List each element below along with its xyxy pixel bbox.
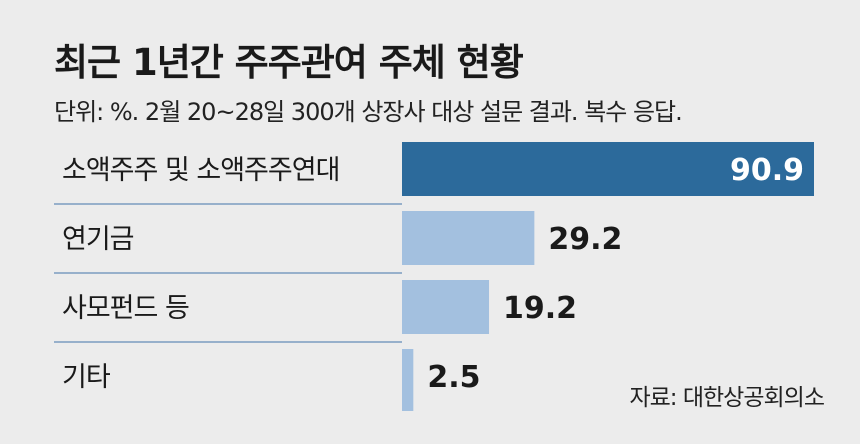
value-label-2: 19.2 — [503, 291, 577, 326]
value-label-0: 90.9 — [730, 153, 804, 188]
bar-1 — [402, 211, 535, 265]
chart-title: 최근 1년간 주주관여 주체 현황 — [54, 41, 524, 84]
source-note: 자료: 대한상공회의소 — [629, 385, 825, 411]
bar-2 — [402, 280, 490, 334]
bar-3 — [402, 349, 414, 411]
chart-subtitle: 단위: %. 2월 20~28일 300개 상장사 대상 설문 결과. 복수 응… — [54, 98, 683, 126]
category-label-2: 사모펀드 등 — [62, 293, 189, 324]
value-label-3: 2.5 — [427, 360, 480, 395]
category-label-1: 연기금 — [62, 224, 134, 255]
bar-0 — [402, 142, 814, 196]
category-label-0: 소액주주 및 소액주주연대 — [62, 155, 339, 186]
value-label-1: 29.2 — [548, 222, 622, 257]
category-label-3: 기타 — [62, 362, 111, 393]
